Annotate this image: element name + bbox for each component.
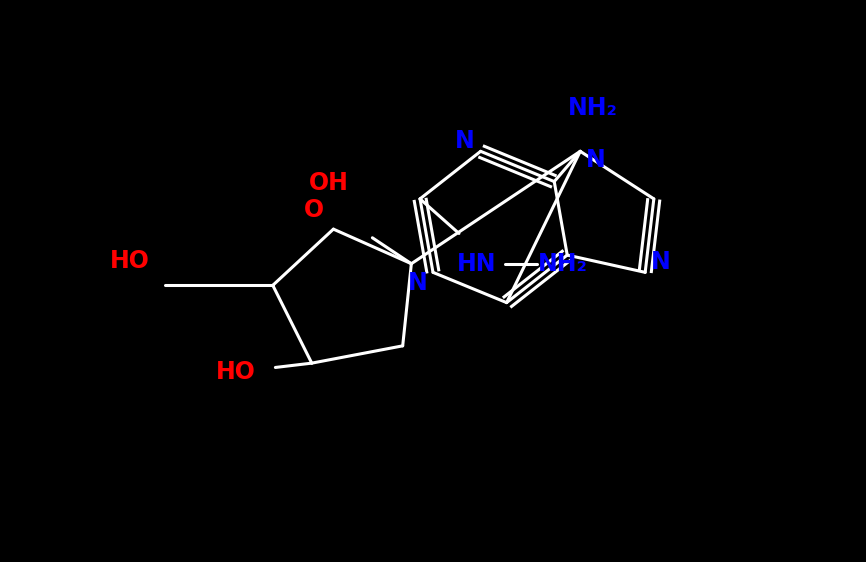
Text: N: N — [408, 271, 427, 294]
Text: HO: HO — [110, 249, 150, 273]
Text: HN: HN — [456, 252, 496, 276]
Text: OH: OH — [309, 171, 349, 196]
Text: N: N — [586, 148, 605, 172]
Text: NH₂: NH₂ — [568, 96, 618, 120]
Text: HO: HO — [216, 360, 255, 384]
Text: NH₂: NH₂ — [538, 252, 588, 276]
Text: N: N — [651, 250, 670, 274]
Text: N: N — [456, 129, 475, 153]
Text: O: O — [304, 198, 325, 222]
